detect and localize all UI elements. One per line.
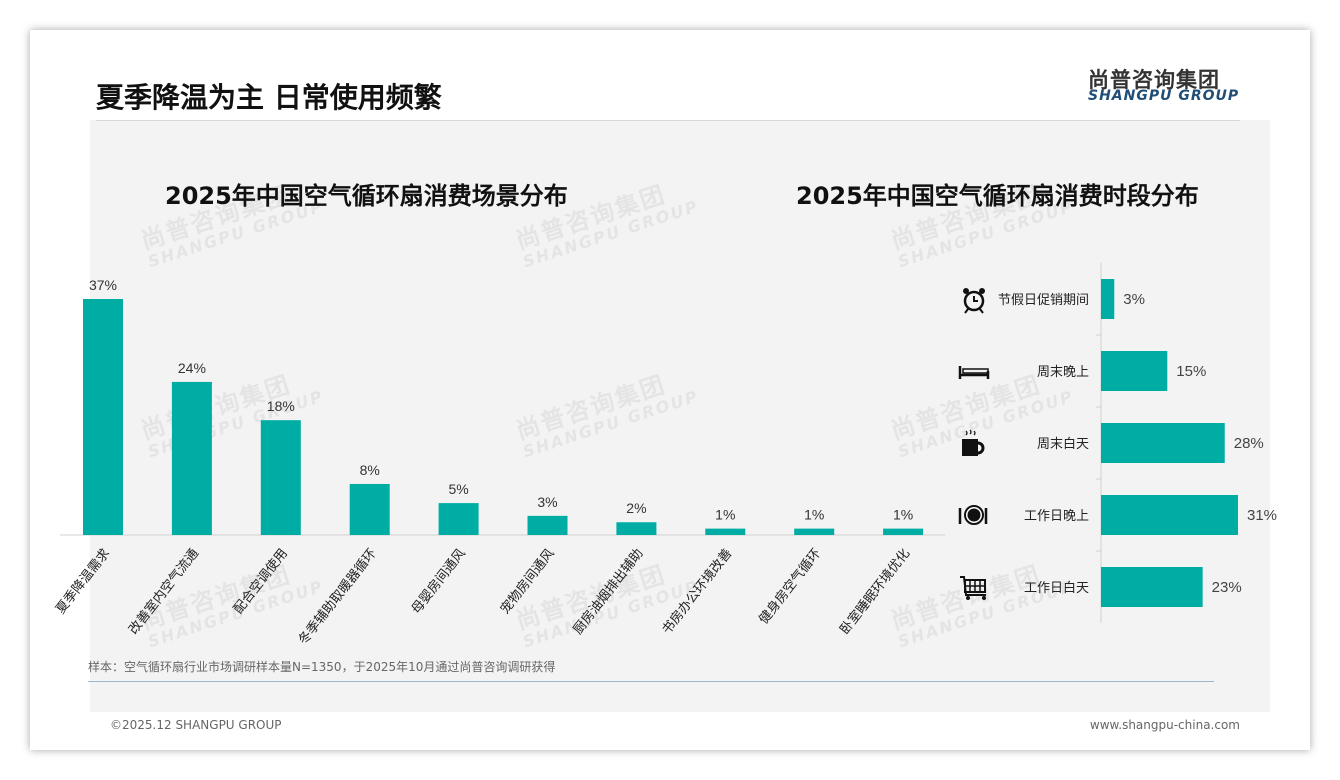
left-chart-title: 2025年中国空气循环扇消费场景分布 <box>165 182 568 210</box>
x-tick-label: 健身房空气循环 <box>756 546 825 628</box>
x-tick-label: 书房办公环境改善 <box>659 546 736 638</box>
data-label: 8% <box>360 462 380 478</box>
y-tick-label: 工作日晚上 <box>1024 509 1089 524</box>
data-label: 1% <box>715 507 735 523</box>
data-label: 1% <box>893 507 913 523</box>
header-divider <box>96 120 1240 121</box>
bar <box>1101 279 1115 319</box>
plate-cutlery-icon <box>958 505 988 525</box>
data-label: 23% <box>1212 579 1242 596</box>
x-tick-label: 改善室内空气流通 <box>125 546 202 638</box>
slide: 夏季降温为主 日常使用频繁 尚普咨询集团 SHANGPU GROUP <box>30 30 1310 750</box>
bar <box>883 528 924 535</box>
x-tick-label: 配合空调使用 <box>230 546 291 617</box>
logo-cn: 尚普咨询集团 <box>1088 68 1220 92</box>
data-label: 3% <box>1123 291 1145 308</box>
shopping-cart-icon <box>960 576 986 600</box>
bar <box>260 420 301 535</box>
bar <box>1101 495 1238 535</box>
footer-divider <box>88 681 1214 682</box>
x-tick-label: 母婴房间通风 <box>408 546 469 617</box>
copyright: ©2025.12 SHANGPU GROUP <box>110 718 282 732</box>
bar <box>1101 423 1225 463</box>
y-tick-label: 周末白天 <box>1037 436 1089 452</box>
website-url: www.shangpu-china.com <box>1089 718 1240 732</box>
bar <box>794 528 835 535</box>
data-label: 2% <box>626 500 646 516</box>
bar <box>438 503 479 535</box>
alarm-clock-icon <box>963 288 985 314</box>
bar <box>171 381 212 535</box>
data-label: 5% <box>448 481 468 497</box>
page-title: 夏季降温为主 日常使用频繁 <box>96 81 442 114</box>
y-tick-label: 节假日促销期间 <box>998 293 1089 308</box>
data-label: 1% <box>804 507 824 523</box>
y-tick-label: 周末晚上 <box>1037 365 1089 380</box>
bar <box>349 483 390 535</box>
data-label: 18% <box>267 398 295 414</box>
bar <box>1101 351 1168 391</box>
x-tick-label: 卧室睡眠环境优化 <box>837 546 914 638</box>
right-chart-title: 2025年中国空气循环扇消费时段分布 <box>796 182 1199 210</box>
coffee-mug-icon <box>962 429 985 456</box>
bar <box>527 515 568 535</box>
content-panel <box>90 120 1270 712</box>
x-tick-label: 冬季辅助取暖器循环 <box>295 546 380 648</box>
y-tick-label: 工作日白天 <box>1024 580 1089 596</box>
bar <box>1101 567 1203 607</box>
data-label: 24% <box>178 360 206 376</box>
x-tick-label: 夏季降温需求 <box>53 546 113 617</box>
data-label: 3% <box>537 494 557 510</box>
sample-note: 样本：空气循环扇行业市场调研样本量N=1350，于2025年10月通过尚普咨询调… <box>88 660 556 674</box>
data-label: 31% <box>1247 507 1277 524</box>
data-label: 15% <box>1176 363 1206 380</box>
bar <box>705 528 746 535</box>
logo-en: SHANGPU GROUP <box>1088 88 1240 104</box>
data-label: 37% <box>89 277 117 293</box>
bar <box>616 522 657 535</box>
data-label: 28% <box>1234 435 1264 452</box>
x-tick-label: 厨房油烟排出辅助 <box>570 546 647 638</box>
x-tick-label: 宠物房间通风 <box>497 546 558 617</box>
bar <box>83 299 123 535</box>
bed-icon <box>958 366 990 379</box>
